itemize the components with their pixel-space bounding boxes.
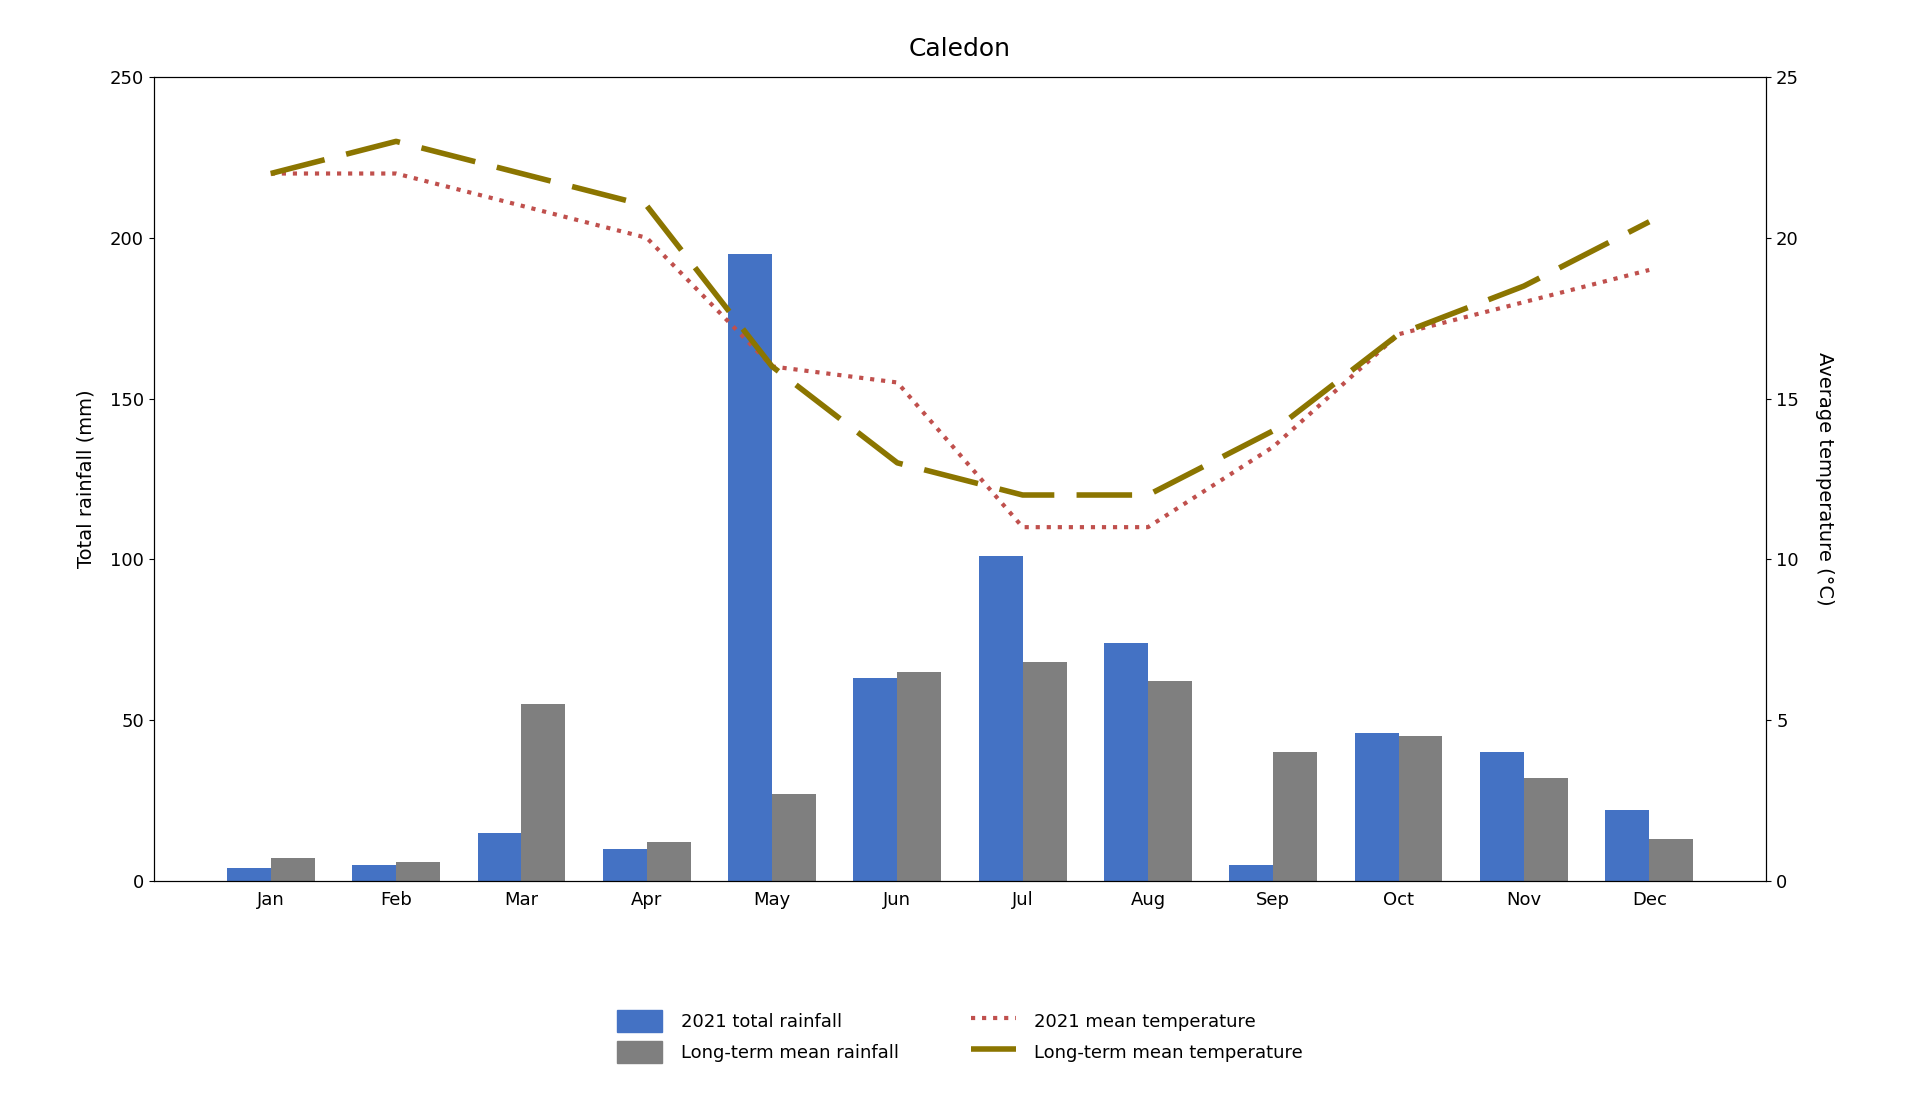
Long-term mean temperature	[885, 456, 908, 469]
2021 mean temperature	[1386, 328, 1409, 341]
Bar	[603, 849, 647, 881]
Long-term mean temperature	[1261, 424, 1284, 437]
Long-term mean temperature	[1012, 489, 1035, 502]
Bar	[1605, 810, 1649, 881]
Bar	[854, 678, 897, 881]
Line: 2021 mean temperature: 2021 mean temperature	[271, 174, 1649, 527]
Long-term mean temperature	[1137, 489, 1160, 502]
Long-term mean temperature	[511, 167, 534, 181]
Bar	[351, 864, 396, 881]
Long-term mean temperature	[1638, 215, 1661, 228]
Bar	[647, 842, 691, 881]
2021 mean temperature	[1513, 295, 1536, 308]
Long-term mean temperature	[384, 134, 407, 148]
Long-term mean temperature	[760, 360, 783, 373]
Bar	[772, 794, 816, 881]
2021 mean temperature	[259, 167, 282, 181]
Bar	[979, 556, 1023, 881]
Bar	[396, 861, 440, 881]
Legend: 2021 total rainfall, Long-term mean rainfall, 2021 mean temperature, Long-term m: 2021 total rainfall, Long-term mean rain…	[599, 992, 1321, 1081]
Title: Caledon: Caledon	[908, 37, 1012, 62]
Bar	[1148, 682, 1192, 881]
Bar	[1229, 864, 1273, 881]
Bar	[1398, 737, 1442, 881]
2021 mean temperature	[384, 167, 407, 181]
Y-axis label: Average temperature (°C): Average temperature (°C)	[1814, 352, 1834, 606]
2021 mean temperature	[511, 199, 534, 212]
Bar	[227, 868, 271, 881]
2021 mean temperature	[1638, 263, 1661, 276]
2021 mean temperature	[1261, 440, 1284, 454]
Bar	[271, 859, 315, 881]
Bar	[728, 254, 772, 881]
Bar	[1023, 662, 1066, 881]
2021 mean temperature	[1137, 521, 1160, 534]
Long-term mean temperature	[1513, 280, 1536, 293]
Long-term mean temperature	[1386, 328, 1409, 341]
Y-axis label: Total rainfall (mm): Total rainfall (mm)	[77, 390, 96, 568]
Bar	[1524, 778, 1569, 881]
Bar	[1649, 839, 1693, 881]
Bar	[522, 704, 564, 881]
Long-term mean temperature	[636, 199, 659, 212]
Bar	[1104, 643, 1148, 881]
Bar	[1356, 733, 1398, 881]
Bar	[897, 672, 941, 881]
Bar	[1273, 752, 1317, 881]
2021 mean temperature	[636, 231, 659, 244]
2021 mean temperature	[885, 375, 908, 389]
Long-term mean temperature	[259, 167, 282, 181]
2021 mean temperature	[760, 360, 783, 373]
Bar	[1480, 752, 1524, 881]
Bar	[478, 832, 522, 881]
2021 mean temperature	[1012, 521, 1035, 534]
Line: Long-term mean temperature: Long-term mean temperature	[271, 141, 1649, 495]
